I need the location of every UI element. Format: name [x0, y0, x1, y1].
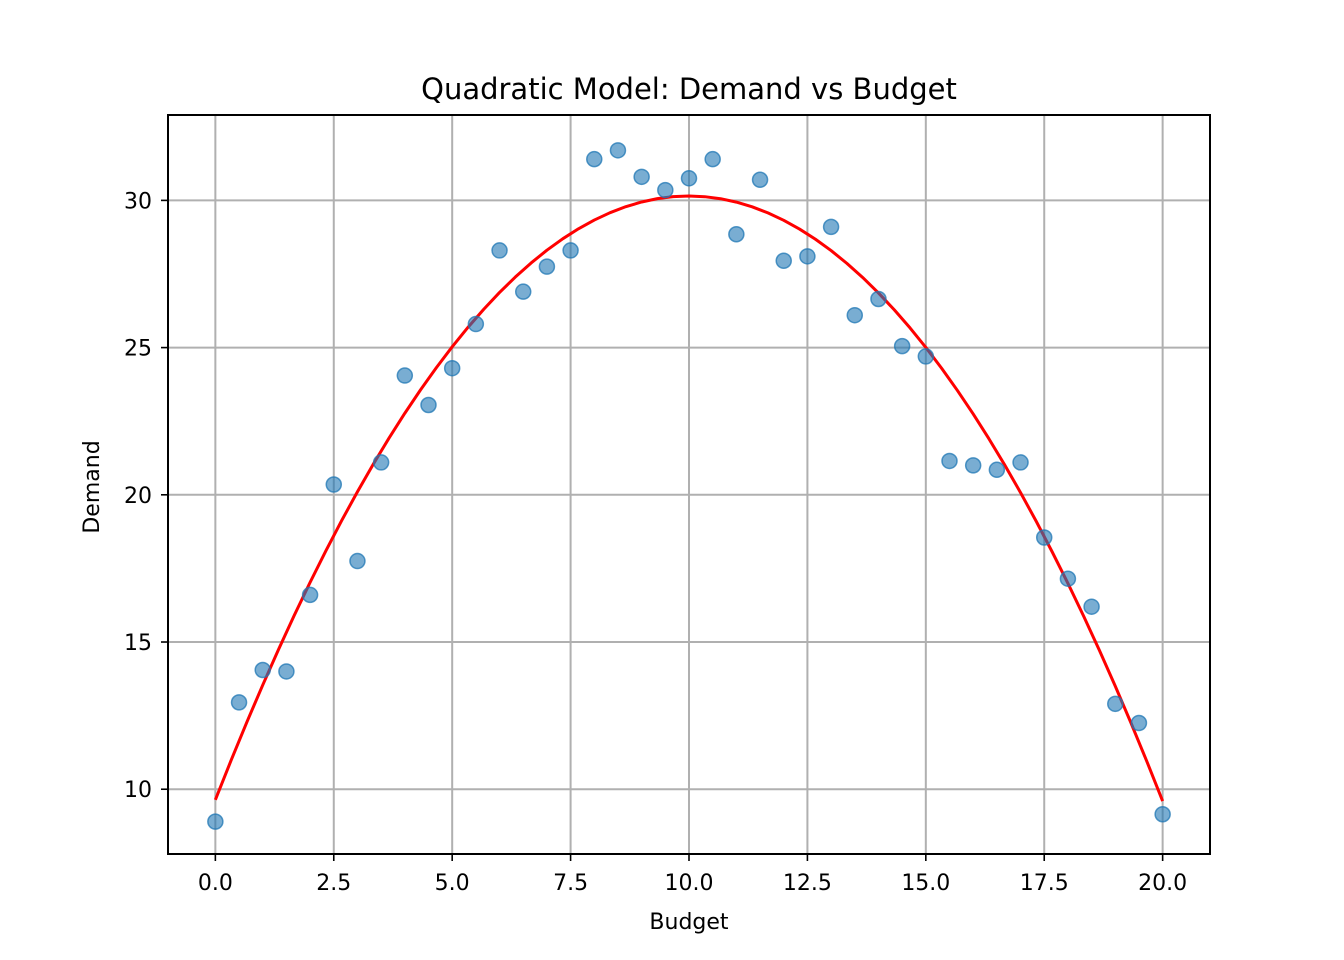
scatter-point [420, 396, 437, 414]
scatter-point [538, 258, 556, 275]
scatter-point [728, 225, 745, 243]
scatter-point [1130, 714, 1148, 732]
scatter-point [586, 150, 603, 168]
scatter-point [893, 337, 911, 355]
x-tick-label: 7.5 [553, 871, 588, 896]
y-tick-label: 10 [124, 778, 152, 803]
x-tick-label: 12.5 [783, 871, 832, 896]
scatter-point [301, 586, 319, 604]
scatter-point [822, 218, 840, 236]
scatter-points [207, 142, 1171, 830]
chart-title: Quadratic Model: Demand vs Budget [421, 72, 957, 106]
y-tick-label: 25 [124, 337, 152, 362]
scatter-point [1012, 454, 1029, 471]
scatter-point [657, 181, 674, 199]
scatter-point [964, 457, 982, 474]
x-tick-label: 2.5 [316, 871, 351, 896]
y-axis-label: Demand [80, 440, 105, 533]
scatter-point [633, 168, 650, 186]
scatter-point [467, 315, 485, 333]
scatter-point [917, 348, 935, 365]
x-tick-label: 10.0 [665, 871, 714, 896]
scatter-point [1059, 570, 1077, 587]
scatter-point [870, 290, 887, 308]
scatter-point [491, 242, 508, 259]
scatter-point [207, 813, 224, 830]
grid [168, 115, 1210, 854]
x-axis-label: Budget [649, 910, 729, 935]
scatter-point [799, 248, 816, 265]
scatter-point [372, 454, 390, 471]
scatter-point [254, 661, 271, 679]
scatter-point [1154, 806, 1171, 823]
scatter-point [1083, 598, 1100, 615]
x-tick-label: 20.0 [1138, 871, 1187, 896]
scatter-point [988, 461, 1006, 479]
scatter-point [514, 283, 532, 300]
x-tick-label: 0.0 [198, 871, 233, 896]
y-tick-label: 20 [124, 484, 152, 509]
scatter-point [680, 170, 698, 187]
scatter-point [751, 171, 769, 189]
ticks: 0.0 2.5 5.0 7.5 10.0 12.5 15.0 17.5 20.0 10 15 20 25… [124, 189, 1187, 896]
y-tick-label: 15 [124, 631, 152, 656]
scatter-point [349, 552, 366, 570]
scatter-point [278, 663, 295, 680]
scatter-point [443, 359, 461, 377]
x-tick-label: 17.5 [1020, 871, 1069, 896]
scatter-point [704, 150, 721, 168]
scatter-point [1107, 695, 1124, 713]
scatter-point [846, 306, 864, 324]
scatter-point [325, 476, 343, 493]
scatter-point [1035, 529, 1053, 546]
scatter-point [396, 367, 414, 384]
scatter-point [775, 252, 792, 269]
x-tick-label: 15.0 [901, 871, 950, 896]
scatter-point [562, 242, 579, 259]
y-tick-label: 30 [124, 189, 152, 214]
scatter-point [609, 142, 627, 159]
scatter-point [941, 452, 958, 470]
x-tick-label: 5.0 [435, 871, 470, 896]
scatter-point [230, 694, 248, 711]
